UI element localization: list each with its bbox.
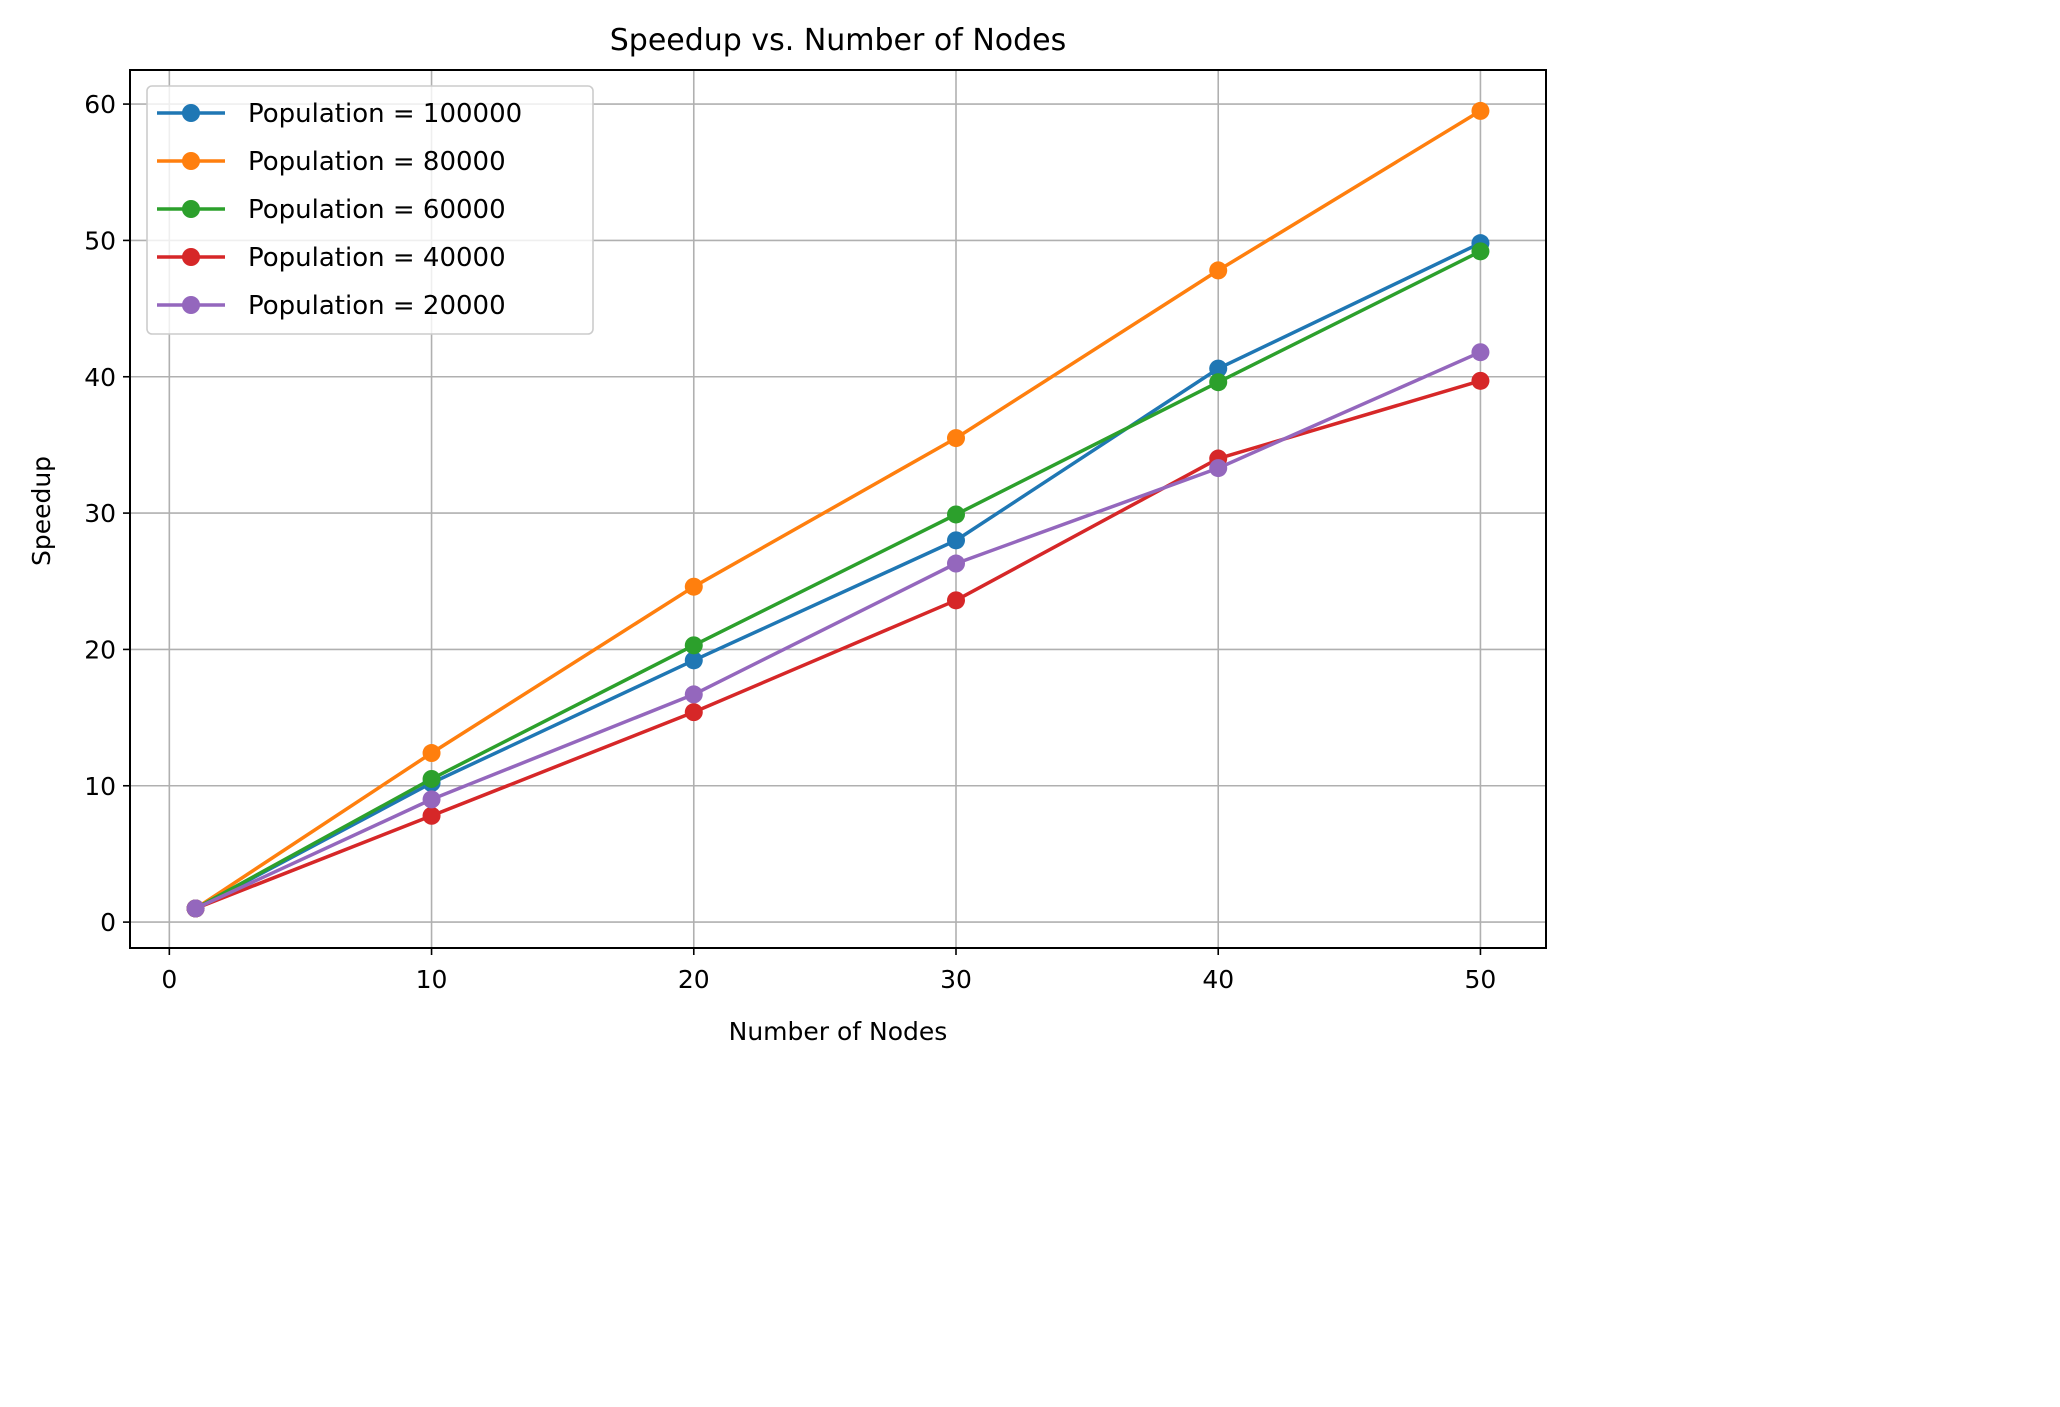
y-tick-label: 50 (84, 226, 116, 255)
legend-item: Population = 40000 (157, 243, 506, 273)
y-tick-label: 60 (84, 90, 116, 119)
legend-label: Population = 100000 (248, 99, 522, 129)
data-point (1209, 261, 1228, 280)
y-tick-label: 30 (84, 499, 116, 528)
data-point (422, 790, 441, 809)
data-point (947, 505, 965, 524)
legend-item: Population = 80000 (157, 147, 506, 177)
series-line (194, 249, 1482, 911)
series-line (194, 109, 1482, 910)
data-point (684, 636, 703, 655)
legend-item: Population = 100000 (157, 99, 522, 129)
series-line (194, 350, 1482, 911)
legend-label: Population = 40000 (248, 243, 506, 273)
data-point (422, 744, 441, 763)
data-point (947, 429, 965, 448)
legend-box (146, 85, 594, 335)
data-point (186, 899, 205, 918)
data-point (1471, 343, 1490, 362)
plot-frame (129, 69, 1547, 949)
data-point (422, 769, 441, 788)
legend-label: Population = 80000 (248, 147, 506, 177)
y-axis-title: Speedup (27, 456, 56, 566)
data-point (1471, 101, 1490, 120)
legend-marker (182, 104, 200, 122)
legend-item: Population = 60000 (157, 195, 506, 225)
y-tick-label: 0 (100, 908, 116, 937)
axis-ticks: 0 10 20 30 40 50 0 10 20 30 40 50 60 (84, 90, 1496, 994)
data-point (947, 554, 965, 573)
legend-item: Population = 20000 (157, 291, 506, 321)
legend-marker (182, 248, 200, 266)
data-point (947, 591, 965, 610)
data-point (1209, 373, 1228, 392)
y-tick-label: 20 (84, 635, 116, 664)
data-point (1471, 242, 1490, 261)
data-point (684, 685, 703, 704)
legend-marker (182, 296, 200, 314)
legend: Population = 100000 Population = 80000 Pop… (146, 85, 594, 335)
legend-label: Population = 20000 (248, 291, 506, 321)
x-tick-label: 50 (1465, 965, 1497, 994)
data-point (947, 531, 965, 550)
x-tick-label: 10 (416, 965, 448, 994)
legend-marker (182, 152, 200, 170)
legend-label: Population = 60000 (248, 195, 506, 225)
legend-marker (182, 200, 200, 218)
data-point (1471, 371, 1490, 390)
x-tick-label: 0 (161, 965, 177, 994)
speedup-line-chart: 0 10 20 30 40 50 0 10 20 30 40 50 60 Speedup vs. Num… (27, 23, 1547, 1046)
y-tick-label: 40 (84, 363, 116, 392)
data-point (684, 703, 703, 722)
series-layer (186, 101, 1490, 918)
series-line (194, 241, 1482, 911)
series-line (194, 379, 1481, 911)
data-point (1209, 359, 1228, 378)
x-tick-label: 30 (940, 965, 972, 994)
y-tick-label: 10 (84, 772, 116, 801)
data-point (684, 577, 703, 596)
series-group (186, 242, 1490, 918)
data-point (422, 806, 441, 825)
chart-title: Speedup vs. Number of Nodes (610, 23, 1067, 58)
data-point (684, 651, 703, 670)
x-axis-title: Number of Nodes (729, 1017, 948, 1046)
x-tick-label: 20 (678, 965, 710, 994)
grid-lines (130, 70, 1546, 948)
series-group (186, 343, 1490, 918)
x-tick-label: 40 (1202, 965, 1234, 994)
data-point (1209, 459, 1228, 478)
